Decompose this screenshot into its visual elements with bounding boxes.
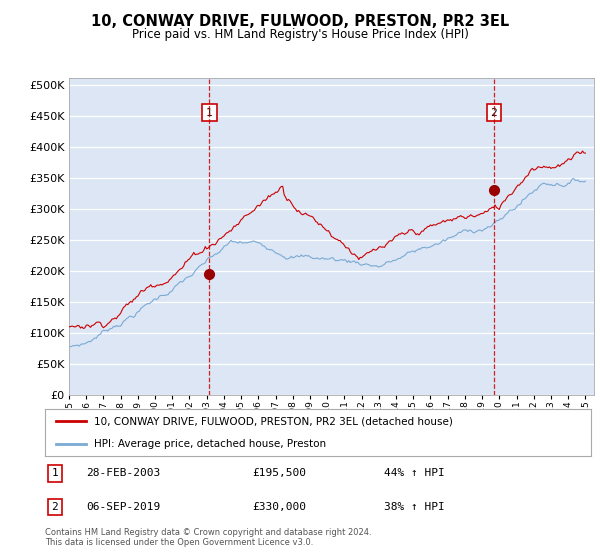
Text: 06-SEP-2019: 06-SEP-2019: [86, 502, 160, 512]
Text: 1: 1: [52, 468, 58, 478]
Text: £195,500: £195,500: [253, 468, 307, 478]
Text: 2: 2: [52, 502, 58, 512]
Text: 10, CONWAY DRIVE, FULWOOD, PRESTON, PR2 3EL (detached house): 10, CONWAY DRIVE, FULWOOD, PRESTON, PR2 …: [94, 416, 453, 426]
Text: Contains HM Land Registry data © Crown copyright and database right 2024.
This d: Contains HM Land Registry data © Crown c…: [45, 528, 371, 547]
Text: 44% ↑ HPI: 44% ↑ HPI: [383, 468, 444, 478]
Text: £330,000: £330,000: [253, 502, 307, 512]
Text: Price paid vs. HM Land Registry's House Price Index (HPI): Price paid vs. HM Land Registry's House …: [131, 28, 469, 41]
Text: 38% ↑ HPI: 38% ↑ HPI: [383, 502, 444, 512]
Text: 1: 1: [206, 108, 213, 118]
Text: 28-FEB-2003: 28-FEB-2003: [86, 468, 160, 478]
Text: HPI: Average price, detached house, Preston: HPI: Average price, detached house, Pres…: [94, 439, 326, 449]
Text: 10, CONWAY DRIVE, FULWOOD, PRESTON, PR2 3EL: 10, CONWAY DRIVE, FULWOOD, PRESTON, PR2 …: [91, 14, 509, 29]
Text: 2: 2: [490, 108, 497, 118]
